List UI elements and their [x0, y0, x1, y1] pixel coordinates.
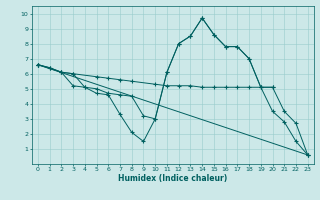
X-axis label: Humidex (Indice chaleur): Humidex (Indice chaleur) [118, 174, 228, 183]
